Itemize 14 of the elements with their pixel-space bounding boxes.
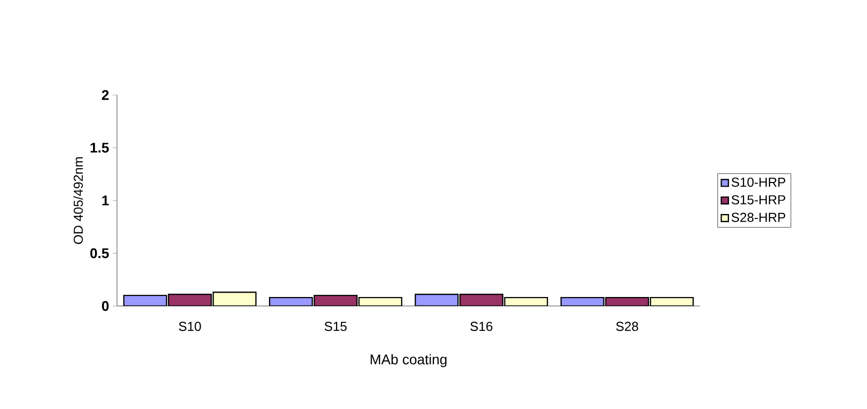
x-tick-label: S10 [178, 322, 201, 331]
legend-label: S10-HRP [732, 178, 786, 187]
legend-label: S15-HRP [732, 195, 786, 204]
x-tick-label: S28 [616, 322, 638, 331]
y-tick-label: 2 [102, 90, 109, 100]
y-tick-label: 0 [102, 301, 109, 311]
x-tick-label: S16 [470, 322, 492, 331]
x-axis-title: MAb coating [370, 354, 446, 368]
y-axis-title: OD 405/492nm [73, 157, 83, 244]
y-tick-label: 1.5 [90, 142, 109, 153]
legend-label: S28-HRP [732, 212, 786, 222]
y-tick-label: 0.5 [90, 248, 109, 258]
x-tick-label: S15 [324, 322, 347, 331]
y-tick-label: 1 [102, 196, 109, 206]
